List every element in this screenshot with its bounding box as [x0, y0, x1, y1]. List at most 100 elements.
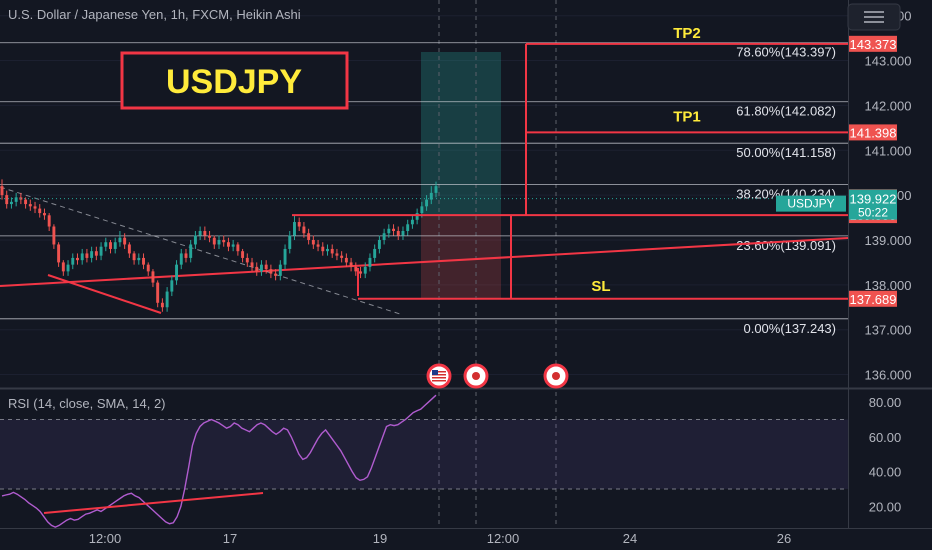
candle [288, 231, 292, 254]
chart-menu-button[interactable] [847, 3, 901, 31]
candle [410, 215, 414, 229]
candle-body [38, 208, 42, 214]
trade-levels[interactable]: TP2 TP1 SL [292, 25, 848, 300]
candle [28, 199, 32, 211]
candle [297, 217, 301, 232]
price-tick-label: 139.000 [865, 233, 912, 248]
flag-stripe [432, 374, 446, 376]
candle [363, 262, 367, 279]
candle-body [264, 264, 268, 270]
time-tick-label: 26 [777, 531, 791, 546]
us-flag-icon[interactable] [426, 363, 452, 389]
trendlines[interactable] [0, 186, 849, 315]
rsi-band [0, 419, 848, 489]
candle [71, 253, 75, 270]
candle [0, 179, 4, 200]
rsi-title[interactable]: RSI (14, close, SMA, 14, 2) [8, 396, 166, 411]
candle [222, 235, 226, 247]
rsi-pane: RSI (14, close, SMA, 14, 2) [0, 394, 848, 528]
candle-body [434, 186, 438, 193]
candle [250, 257, 254, 272]
rising-trendline[interactable] [0, 237, 849, 287]
candle-body [146, 264, 150, 272]
candle [47, 213, 51, 232]
candle-body [85, 253, 89, 258]
candle-body [429, 192, 433, 200]
jp-flag-icon[interactable] [463, 363, 489, 389]
candle [80, 248, 84, 265]
candle-body [344, 257, 348, 263]
candle-body [118, 237, 122, 243]
current-price-tag [849, 189, 897, 220]
tp1-label: TP1 [673, 108, 701, 125]
flag-canton [432, 370, 438, 375]
candle-body [368, 257, 372, 267]
candle-body [179, 253, 183, 265]
candle [340, 251, 344, 263]
time-tick-label: 19 [373, 531, 387, 546]
candle-body [160, 302, 164, 308]
time-axis[interactable]: 12:00 17 19 12:00 24 26 [89, 531, 792, 546]
candle [142, 253, 145, 270]
candle-body [241, 251, 245, 258]
candle [38, 204, 42, 218]
candle-body [94, 251, 98, 256]
candle-body [71, 257, 75, 265]
candle [90, 246, 94, 263]
position-zones [421, 52, 501, 299]
candle-body [297, 222, 301, 227]
candle-body [193, 235, 197, 245]
candle [354, 262, 358, 276]
symbol-callout-box[interactable] [120, 51, 349, 110]
flag-stripe [432, 377, 446, 379]
profit-zone[interactable] [421, 52, 501, 216]
candle-body [217, 239, 221, 245]
price-axis[interactable]: 144.000143.000142.000141.000140.000139.0… [776, 9, 912, 515]
candle-body [76, 257, 79, 261]
candle [151, 269, 155, 288]
candle [344, 253, 348, 267]
candle-body [387, 228, 391, 234]
candle [193, 231, 197, 249]
candle [330, 244, 334, 258]
candle-body [373, 248, 377, 258]
candle [113, 237, 117, 254]
candle [415, 208, 419, 225]
candles [0, 179, 848, 312]
candle [160, 298, 164, 312]
candle-body [307, 233, 311, 240]
descending-trendline[interactable] [0, 186, 401, 315]
rsi-trendline[interactable] [43, 492, 264, 514]
flag-stripe [432, 380, 446, 382]
event-markers[interactable] [426, 363, 569, 389]
jp-flag-icon[interactable] [543, 363, 569, 389]
candle-body [156, 282, 160, 303]
symbol-callout-text: USDJPY [166, 63, 302, 101]
candle [137, 253, 141, 265]
candle [359, 266, 362, 279]
candle-body [109, 242, 112, 249]
candle-body [165, 291, 169, 308]
candle [316, 239, 320, 252]
candle-body [410, 219, 414, 225]
candle [198, 226, 202, 240]
candle [85, 248, 89, 263]
candle-body [278, 264, 282, 276]
candle [24, 197, 28, 209]
time-tick-label: 12:00 [89, 531, 122, 546]
price-tick-label: 143.000 [865, 54, 912, 69]
flag-stripe [432, 371, 446, 373]
price-tag-label: 143.373 [850, 37, 897, 52]
candle-body [113, 242, 117, 249]
price-tag-box [849, 35, 897, 52]
fibonacci-retracement[interactable]: 78.60%(143.397) 61.80%(142.082) 50.00%(141… [0, 42, 848, 336]
candle-body [316, 244, 320, 247]
chart-title: U.S. Dollar / Japanese Yen, 1h, FXCM, He… [8, 7, 301, 22]
candle-body [9, 201, 13, 205]
price-tick-label: 142.000 [865, 98, 912, 113]
support-trendline[interactable] [47, 274, 162, 314]
loss-zone[interactable] [421, 215, 501, 299]
candle-body [80, 253, 84, 261]
symbol-tag-label: USDJPY [787, 197, 834, 211]
